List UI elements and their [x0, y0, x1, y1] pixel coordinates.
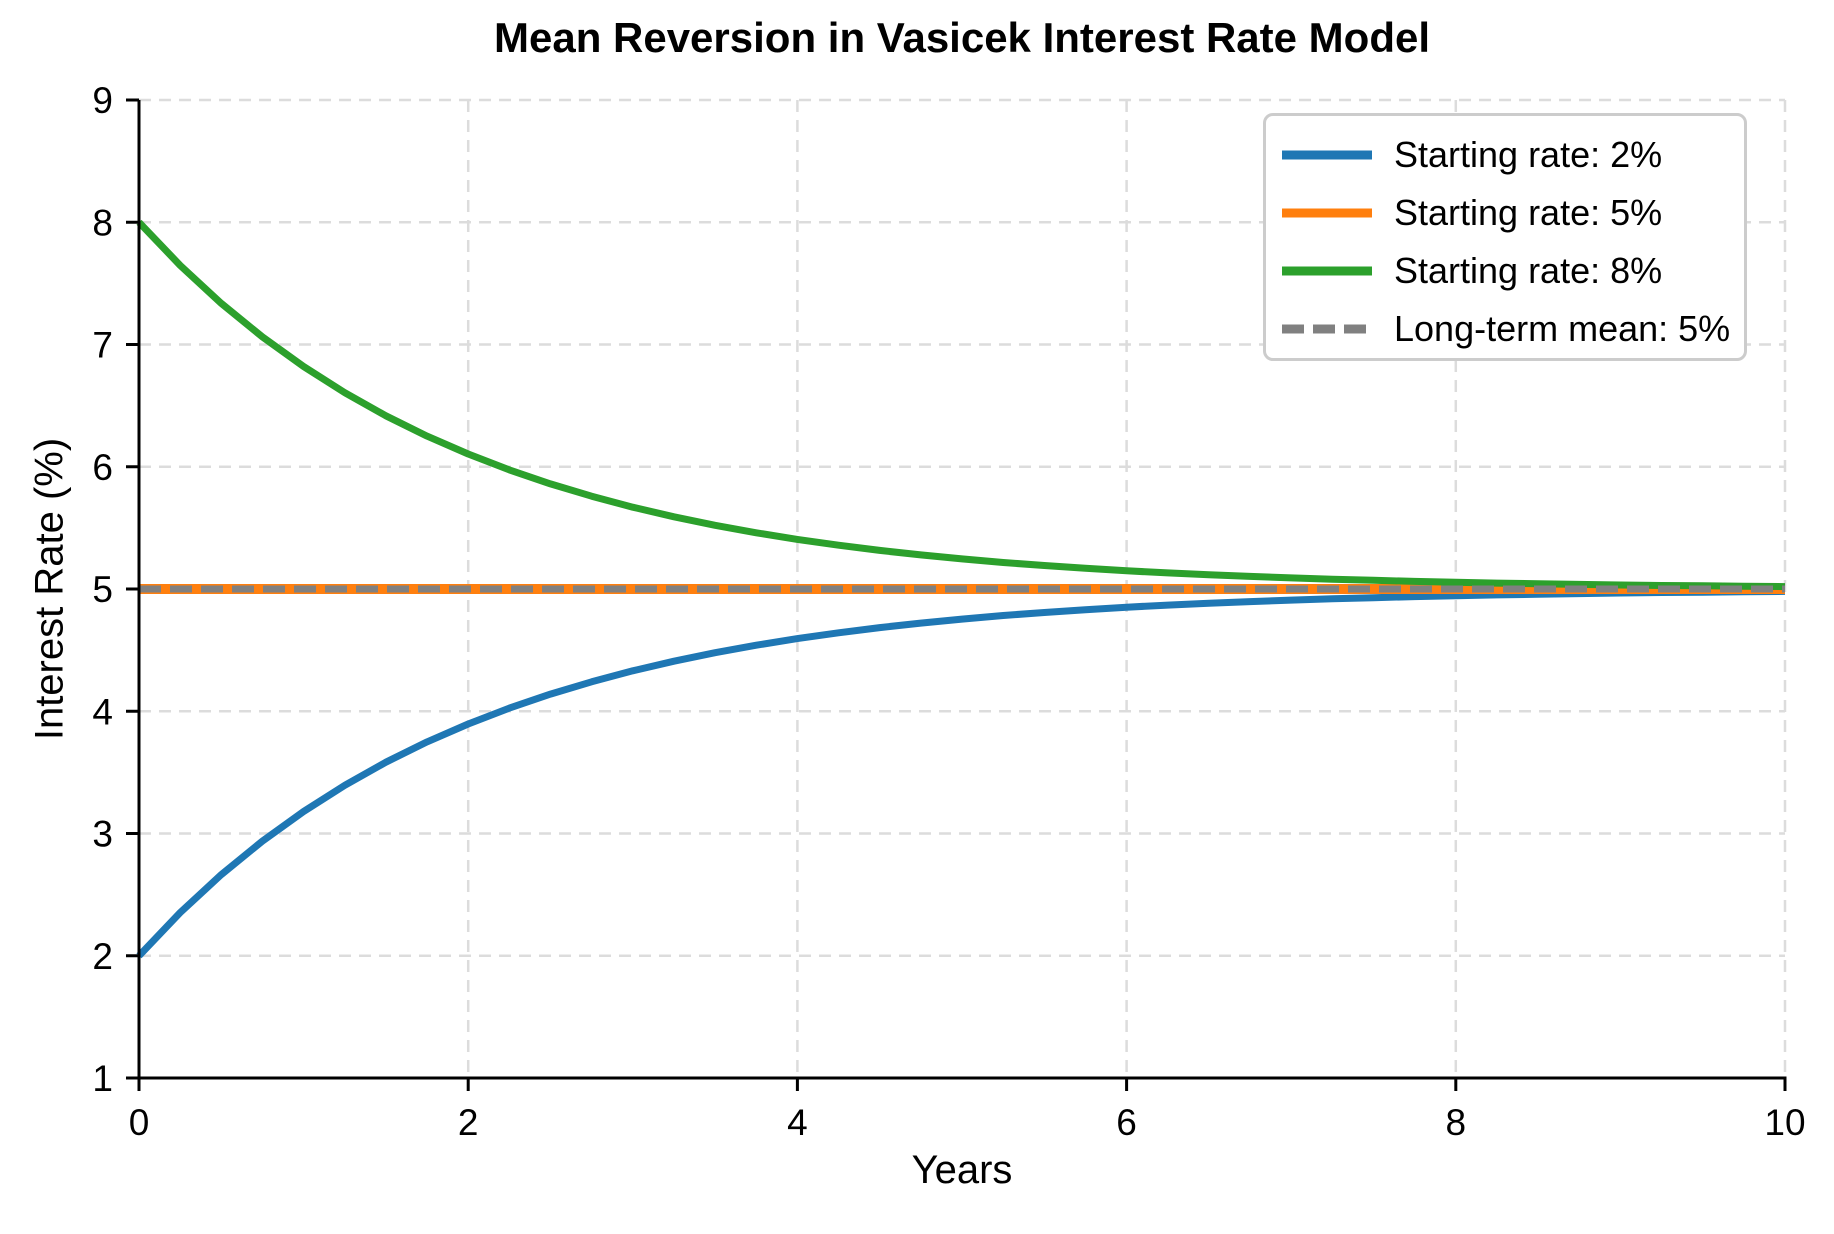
legend-label: Long-term mean: 5% [1394, 308, 1731, 349]
legend: Starting rate: 2% Starting rate: 5% Starti… [1263, 113, 1747, 361]
x-tick-label: 10 [1764, 1102, 1805, 1143]
y-tick-label: 6 [92, 447, 113, 488]
x-tick-label: 8 [1446, 1102, 1467, 1143]
y-tick-label: 4 [92, 691, 113, 732]
legend-row: Starting rate: 2% [1282, 126, 1744, 184]
series-line-0 [136, 587, 1786, 959]
legend-swatch-line [1282, 324, 1372, 334]
legend-swatch-line [1282, 208, 1372, 218]
x-tick-label: 4 [787, 1102, 808, 1143]
x-tick-label: 2 [458, 1102, 479, 1143]
y-tick-label: 9 [92, 80, 113, 121]
legend-label: Starting rate: 2% [1394, 134, 1663, 175]
series-line-2 [136, 219, 1786, 591]
legend-label: Starting rate: 5% [1394, 192, 1663, 233]
y-tick-label: 7 [92, 325, 113, 366]
y-tick-label: 3 [92, 814, 113, 855]
legend-row: Starting rate: 5% [1282, 184, 1744, 242]
chart-title: Mean Reversion in Vasicek Interest Rate … [493, 14, 1431, 61]
x-tick-label: 6 [1116, 1102, 1137, 1143]
legend-swatch-line [1282, 150, 1372, 160]
x-axis-label: Years [911, 1148, 1013, 1192]
legend-row: Long-term mean: 5% [1282, 300, 1744, 358]
legend-swatch-line [1282, 266, 1372, 276]
legend-label: Starting rate: 8% [1394, 250, 1663, 291]
legend-row: Starting rate: 8% [1282, 242, 1744, 300]
y-tick-label: 1 [92, 1058, 113, 1099]
y-axis-label: Interest Rate (%) [27, 437, 72, 741]
y-tick-label: 2 [92, 936, 113, 977]
x-tick-label: 0 [129, 1102, 150, 1143]
y-tick-label: 5 [92, 569, 113, 610]
y-tick-label: 8 [92, 202, 113, 243]
